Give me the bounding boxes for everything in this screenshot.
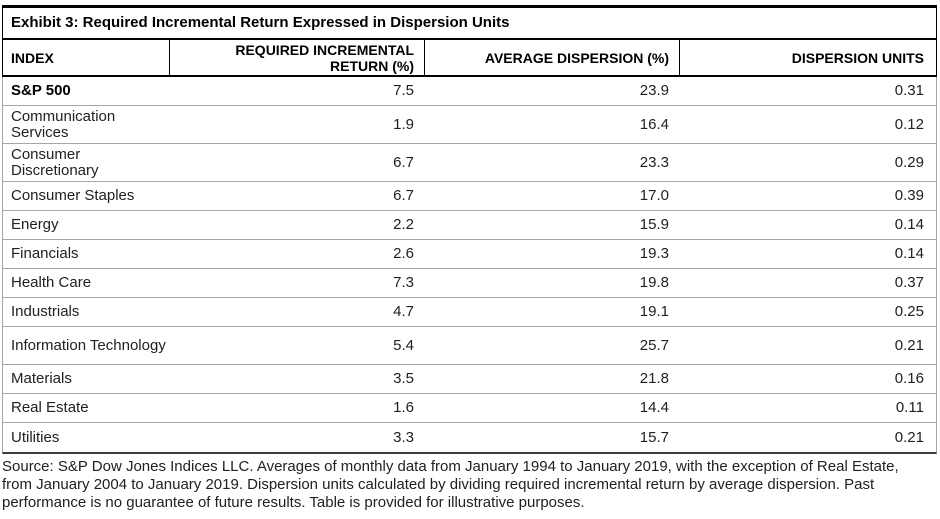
index-cell: Health Care: [11, 274, 92, 291]
average-dispersion-cell: 16.4: [639, 115, 669, 133]
index-cell: Real Estate: [11, 399, 89, 416]
exhibit-table: Exhibit 3: Required Incremental Return E…: [2, 5, 937, 454]
table-row: Energy 2.2 15.9 0.14: [3, 211, 936, 240]
required-return-cell: 2.6: [393, 245, 414, 262]
average-dispersion-cell: 23.3: [639, 153, 669, 171]
index-cell: Financials: [11, 245, 79, 262]
dispersion-units-cell: 0.37: [894, 274, 924, 291]
column-header-required-incremental-return: REQUIRED INCREMENTAL RETURN (%): [169, 40, 424, 75]
index-cell: Consumer Discretionary: [11, 145, 99, 179]
table-row: Consumer Staples 6.7 17.0 0.39: [3, 182, 936, 211]
dispersion-units-cell: 0.16: [894, 370, 924, 387]
average-dispersion-cell: 14.4: [639, 399, 669, 416]
required-return-cell: 5.4: [393, 336, 414, 354]
table-row: Financials 2.6 19.3 0.14: [3, 240, 936, 269]
required-return-cell: 7.3: [393, 274, 414, 291]
required-return-cell: 7.5: [393, 82, 414, 99]
table-row: Materials 3.5 21.8 0.16: [3, 365, 936, 394]
required-return-cell: 4.7: [393, 303, 414, 320]
index-cell: Consumer Staples: [11, 187, 135, 204]
column-header-dispersion-units: DISPERSION UNITS: [679, 40, 936, 75]
average-dispersion-cell: 15.7: [639, 428, 669, 446]
column-header-index: INDEX: [11, 49, 54, 66]
table-row: Consumer Discretionary 6.7 23.3 0.29: [3, 144, 936, 182]
dispersion-units-cell: 0.31: [894, 82, 924, 99]
index-cell: Materials: [11, 370, 72, 387]
index-cell: S&P 500: [11, 82, 71, 99]
index-cell: Communication Services: [11, 107, 116, 141]
source-footnote: Source: S&P Dow Jones Indices LLC. Avera…: [2, 458, 899, 511]
index-cell: Energy: [11, 216, 59, 233]
required-return-cell: 1.6: [393, 399, 414, 416]
average-dispersion-cell: 17.0: [639, 187, 669, 204]
dispersion-units-cell: 0.14: [894, 216, 924, 233]
required-return-cell: 3.3: [393, 428, 414, 446]
table-body: S&P 500 7.5 23.9 0.31 Communication Serv…: [2, 77, 937, 454]
table-row: Industrials 4.7 19.1 0.25: [3, 298, 936, 327]
required-return-cell: 6.7: [393, 187, 414, 204]
table-row: Communication Services 1.9 16.4 0.12: [3, 106, 936, 144]
index-cell: Industrials: [11, 303, 80, 320]
dispersion-units-cell: 0.12: [894, 115, 924, 133]
average-dispersion-cell: 19.8: [639, 274, 669, 291]
index-cell: Information Technology: [11, 336, 166, 354]
average-dispersion-cell: 25.7: [639, 336, 669, 354]
table-row: Health Care 7.3 19.8 0.37: [3, 269, 936, 298]
table-row: S&P 500 7.5 23.9 0.31: [3, 77, 936, 106]
column-header-average-dispersion: AVERAGE DISPERSION (%): [424, 40, 679, 75]
table-top-block: Exhibit 3: Required Incremental Return E…: [2, 8, 937, 77]
dispersion-units-cell: 0.25: [894, 303, 924, 320]
required-return-cell: 6.7: [393, 153, 414, 171]
dispersion-units-cell: 0.29: [894, 153, 924, 171]
required-return-cell: 1.9: [393, 115, 414, 133]
dispersion-units-cell: 0.14: [894, 245, 924, 262]
dispersion-units-cell: 0.21: [894, 428, 924, 446]
required-return-cell: 2.2: [393, 216, 414, 233]
table-row: Real Estate 1.6 14.4 0.11: [3, 394, 936, 423]
table-row: Information Technology 5.4 25.7 0.21: [3, 327, 936, 365]
table-row: Utilities 3.3 15.7 0.21: [3, 423, 936, 452]
dispersion-units-cell: 0.39: [894, 187, 924, 204]
required-return-cell: 3.5: [393, 370, 414, 387]
average-dispersion-cell: 23.9: [639, 82, 669, 99]
dispersion-units-cell: 0.11: [895, 399, 924, 416]
average-dispersion-cell: 15.9: [639, 216, 669, 233]
average-dispersion-cell: 21.8: [639, 370, 669, 387]
average-dispersion-cell: 19.1: [639, 303, 669, 320]
dispersion-units-cell: 0.21: [894, 336, 924, 354]
average-dispersion-cell: 19.3: [639, 245, 669, 262]
table-header-row: INDEX REQUIRED INCREMENTAL RETURN (%) AV…: [3, 38, 936, 77]
index-cell: Utilities: [11, 428, 60, 446]
exhibit-title: Exhibit 3: Required Incremental Return E…: [11, 14, 510, 31]
